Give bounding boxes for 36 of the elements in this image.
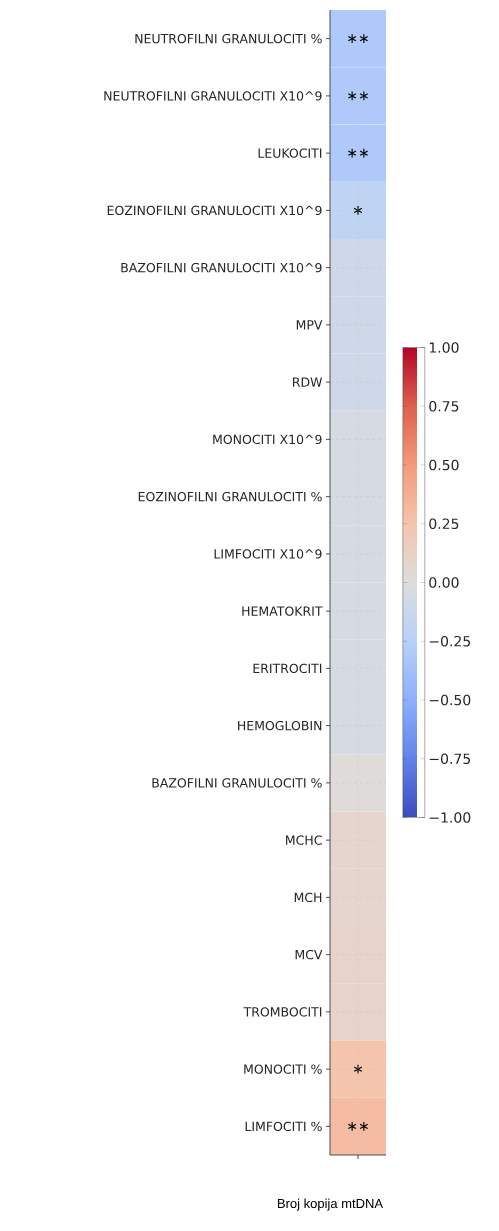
color-bar-label: −0.50 xyxy=(429,694,471,706)
y-tick-label: LEUKOCITI xyxy=(258,148,322,158)
y-tick-label: MPV xyxy=(296,320,323,330)
color-bar-label: 1.00 xyxy=(429,342,459,353)
y-tick-label: HEMOGLOBIN xyxy=(238,720,322,731)
y-tick-label: NEUTROFILNI GRANULOCITI % xyxy=(135,33,322,44)
y-tick-label: EOZINOFILNI GRANULOCITI % xyxy=(138,491,322,502)
color-bar-label: 0.25 xyxy=(429,518,459,530)
x-axis-title: Broj kopija mtDNA xyxy=(277,1198,384,1211)
color-bar-label: −0.75 xyxy=(429,753,471,765)
y-tick-label: LIMFOCITI X10^9 xyxy=(214,549,322,559)
color-bar-label: −1.00 xyxy=(429,812,471,823)
y-tick-label: MCV xyxy=(295,949,323,960)
y-tick-label: HEMATOKRIT xyxy=(242,606,323,616)
data-label: ∗∗ xyxy=(348,1121,368,1131)
data-label: ∗∗ xyxy=(348,34,368,44)
color-bar-label: 0.75 xyxy=(429,400,459,412)
y-tick-label: RDW xyxy=(293,377,323,387)
color-bar-label: 0.00 xyxy=(429,577,459,588)
y-tick-label: LIMFOCITI % xyxy=(245,1121,322,1132)
data-label: ∗∗ xyxy=(348,148,368,158)
color-bar-label: 0.50 xyxy=(429,459,459,471)
y-tick-label: BAZOFILNI GRANULOCITI % xyxy=(152,778,322,788)
y-tick-label: MONOCITI X10^9 xyxy=(213,434,322,445)
y-tick-label: BAZOFILNI GRANULOCITI X10^9 xyxy=(121,262,322,273)
y-tick-label: TROMBOCITI xyxy=(243,1007,322,1017)
y-tick-label: EOZINOFILNI GRANULOCITI X10^9 xyxy=(107,205,322,216)
data-label: ∗ xyxy=(353,1064,363,1074)
data-label: ∗∗ xyxy=(348,91,368,101)
y-tick-label: MONOCITI % xyxy=(244,1064,322,1074)
y-tick-label: MCH xyxy=(294,892,322,903)
y-tick-label: MCHC xyxy=(286,835,322,845)
color-bar-label: −0.25 xyxy=(429,635,471,647)
data-label: ∗ xyxy=(353,205,363,215)
y-tick-label: ERITROCITI xyxy=(253,663,322,674)
y-tick-label: NEUTROFILNI GRANULOCITI X10^9 xyxy=(104,91,322,101)
